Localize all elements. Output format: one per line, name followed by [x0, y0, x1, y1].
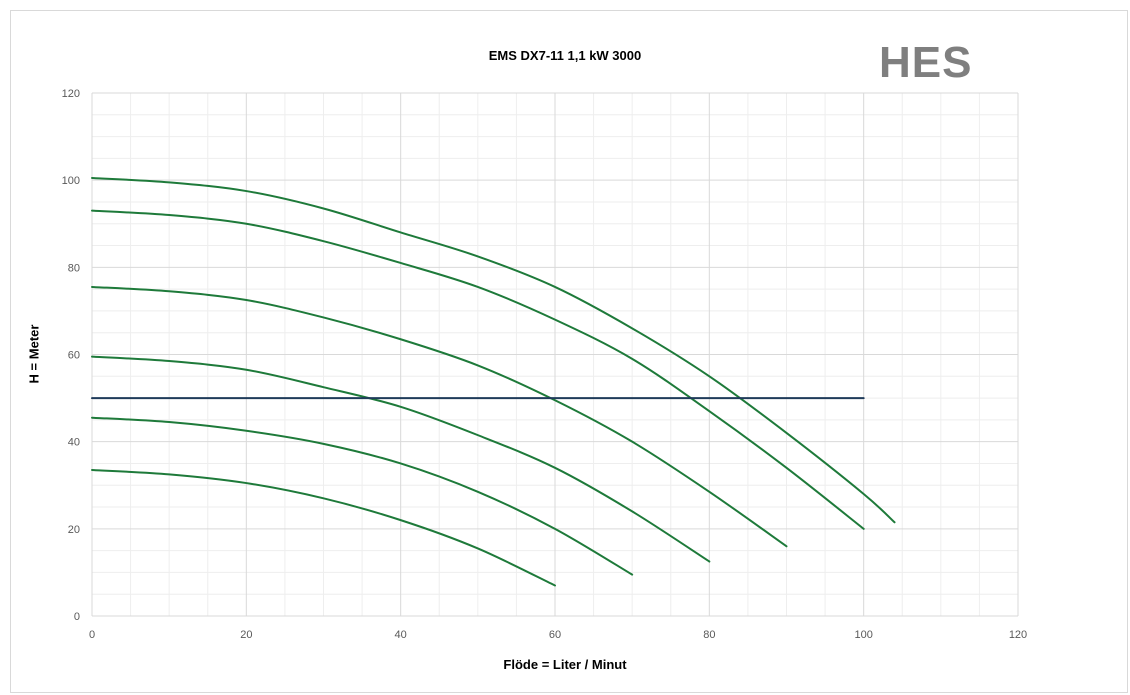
x-tick-label: 0 [89, 629, 95, 641]
pump-curve-1 [91, 176, 896, 524]
brand-logo: HES [879, 38, 973, 87]
x-tick-label: 60 [549, 629, 561, 641]
pump-curve-6 [91, 468, 556, 587]
x-axis-label: Flöde = Liter / Minut [503, 657, 627, 672]
x-tick-label: 80 [703, 629, 715, 641]
y-tick-label: 40 [68, 437, 80, 449]
x-tick-label: 40 [395, 629, 407, 641]
y-tick-label: 20 [68, 524, 80, 536]
x-tick-label: 20 [240, 629, 252, 641]
y-tick-label: 0 [74, 611, 80, 623]
y-tick-label: 60 [68, 350, 80, 362]
pump-curve-5 [91, 416, 634, 576]
x-tick-label: 120 [1009, 629, 1027, 641]
y-tick-label: 100 [62, 175, 80, 187]
pump-curve-2 [91, 209, 865, 530]
pump-curve-3 [91, 285, 788, 548]
y-tick-label: 80 [68, 262, 80, 274]
chart-title: EMS DX7-11 1,1 kW 3000 [488, 48, 642, 63]
chart-frame [10, 10, 1128, 693]
y-tick-label: 120 [62, 88, 80, 100]
x-tick-label: 100 [854, 629, 872, 641]
pump-curve-4 [91, 355, 711, 563]
